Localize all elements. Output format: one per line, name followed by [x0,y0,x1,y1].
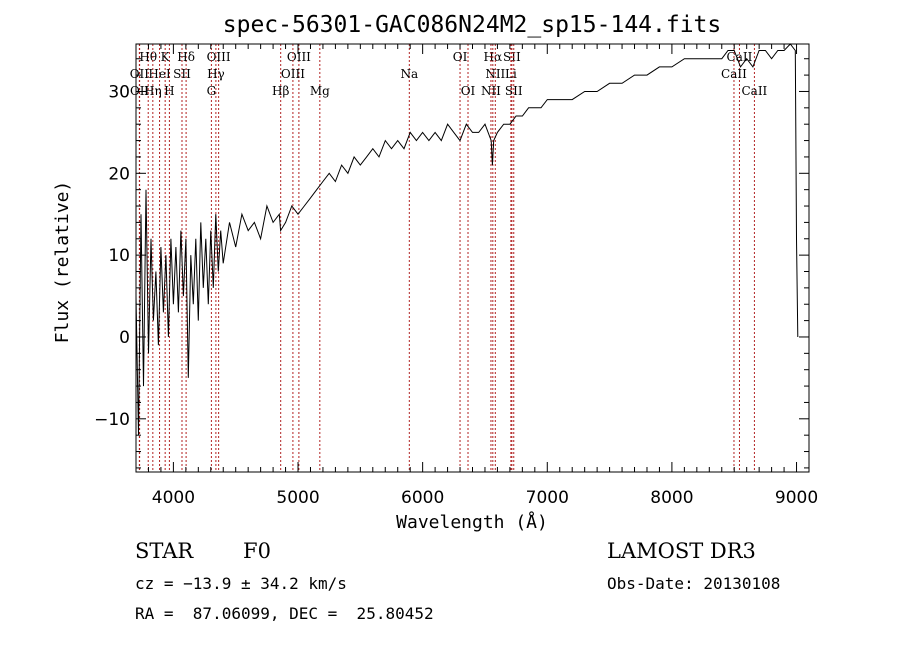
y-tick-label-1: 0 [119,328,130,348]
marker-label-27: CaII [741,84,767,98]
coordinates: RA = 87.06099, DEC = 25.80452 [135,604,434,623]
marker-label-2: Hδ [177,50,195,64]
marker-label-0: Hθ [139,50,157,64]
marker-label-20: H [164,84,174,98]
object-subclass: F0 [243,539,271,563]
observation-date: Obs-Date: 20130108 [607,574,781,593]
marker-label-23: Mg [310,84,330,98]
spectrum-line [135,43,799,436]
marker-label-11: SII [173,67,191,81]
x-tick-label-3: 7000 [526,488,569,508]
marker-label-13: OIII [281,67,305,81]
marker-label-24: OI [461,84,476,98]
object-class: STAR [135,539,194,563]
plot-axes: 4000 5000 6000 7000 8000 9000 −10 0 10 20 30 [94,43,818,508]
marker-label-7: SII [503,50,521,64]
redshift-value: cz = −13.9 ± 34.2 km/s [135,574,347,593]
x-axis-label: Wavelength (Å) [396,511,548,533]
marker-label-25: NII [481,84,501,98]
x-tick-label-5: 9000 [775,488,818,508]
marker-label-17: CaII [721,67,747,81]
marker-label-12: Hγ [207,67,225,81]
x-tick-label-0: 4000 [152,488,195,508]
plot-frame [135,43,810,473]
marker-label-3: OIII [207,50,231,64]
survey-name: LAMOST DR3 [607,539,756,563]
marker-label-4: OIII [287,50,311,64]
marker-label-6: Hα [484,50,503,64]
x-tick-label-2: 6000 [401,488,444,508]
marker-label-19: Hη [144,84,162,98]
marker-label-14: Na [400,67,418,81]
marker-label-1: K [161,50,171,64]
marker-label-21: G [207,84,217,98]
chart-title: spec-56301-GAC086N24M2_sp15-144.fits [223,12,722,38]
y-tick-label-4: 30 [108,82,130,102]
x-tick-label-1: 5000 [276,488,319,508]
y-tick-label-0: −10 [94,410,130,430]
marker-label-15: NII [485,67,505,81]
y-axis-label: Flux (relative) [52,181,73,344]
marker-label-8: CaII [727,50,753,64]
marker-label-10: HeI [148,67,171,81]
y-tick-label-2: 10 [108,246,130,266]
marker-label-22: Hβ [272,84,289,98]
y-tick-label-3: 20 [108,164,130,184]
marker-label-5: OI [453,50,468,64]
x-tick-label-4: 8000 [650,488,693,508]
marker-label-16: Li [505,67,517,81]
marker-label-26: SII [505,84,523,98]
